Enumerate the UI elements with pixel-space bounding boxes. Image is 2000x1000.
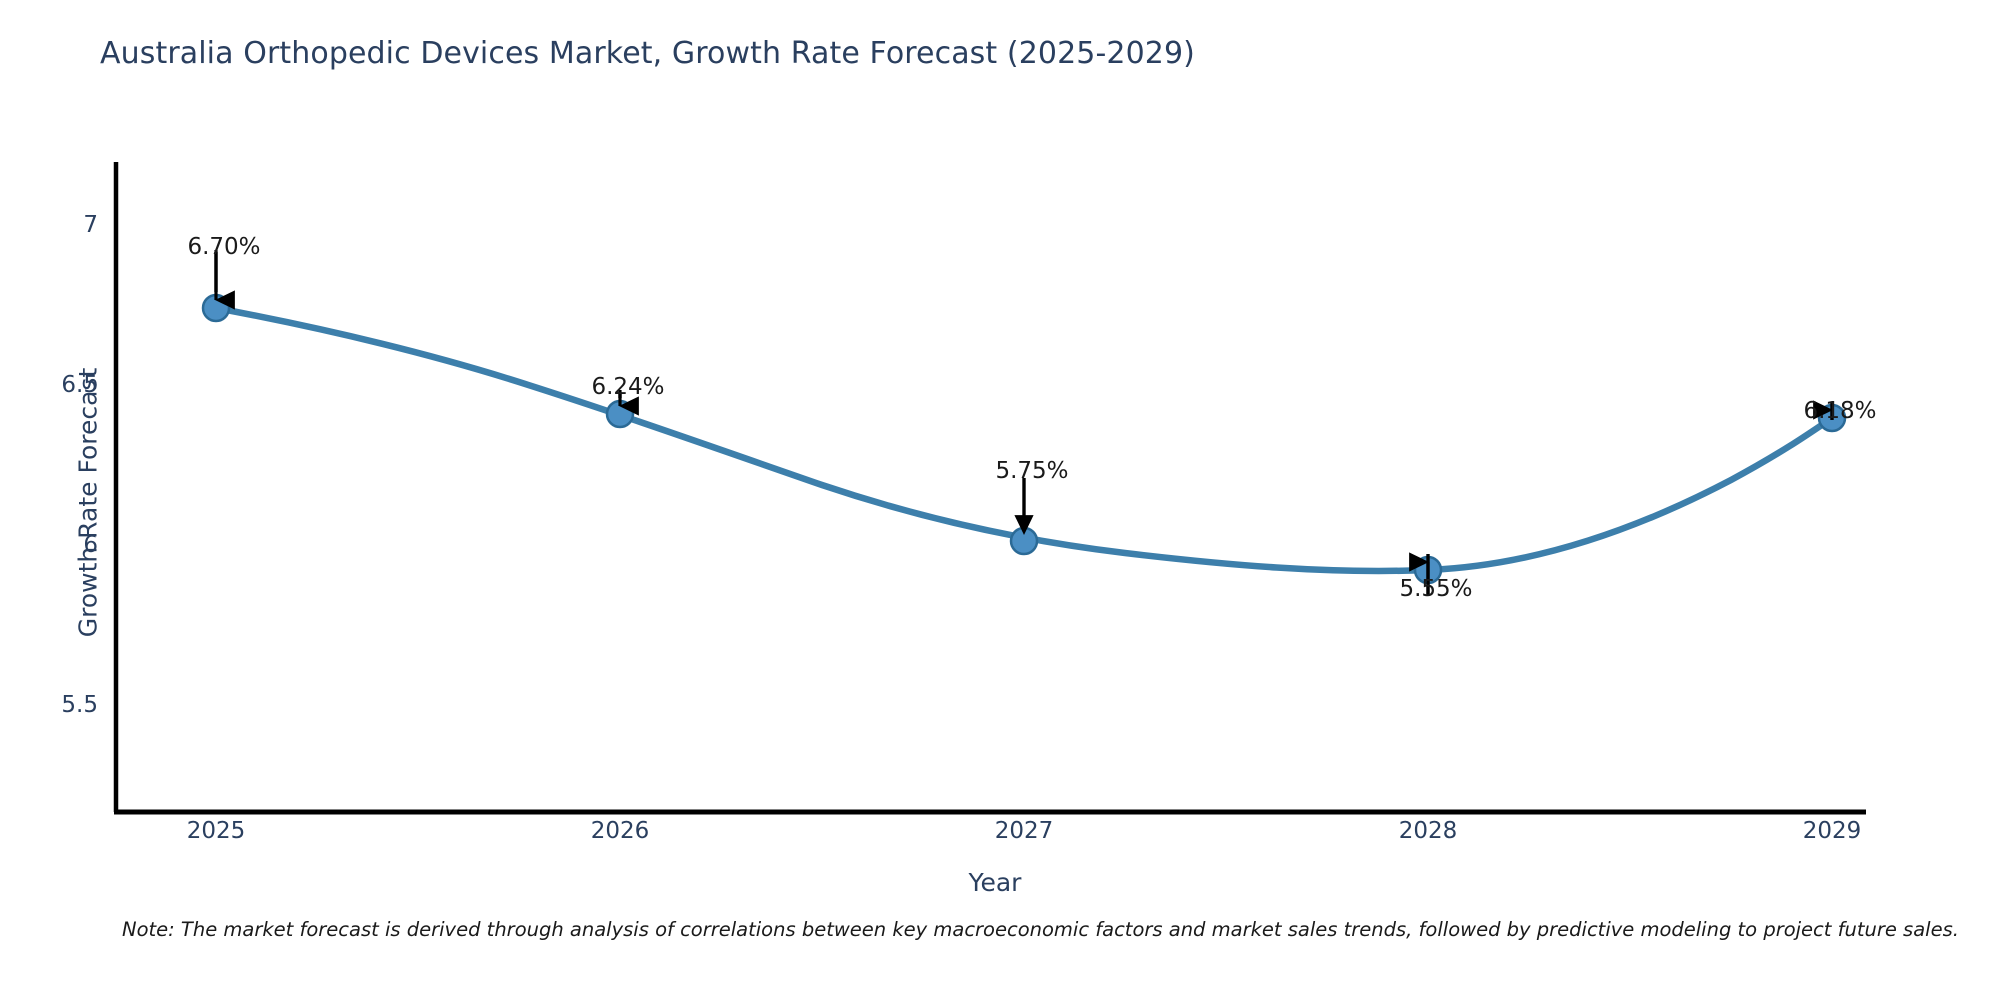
data-point-marker [1009, 526, 1039, 556]
data-series-growth-rate [201, 293, 1847, 585]
data-label-2025: 6.70% [187, 234, 261, 260]
data-label-2026: 6.24% [591, 374, 665, 400]
y-tick-label: 5.5 [61, 692, 98, 718]
chart-note: Note: The market forecast is derived thr… [122, 918, 1959, 941]
data-label-2027: 5.75% [995, 458, 1069, 484]
axis-spines [113, 162, 1866, 815]
x-tick-label-2029: 2029 [1802, 818, 1862, 844]
y-tick-label: 6 [83, 532, 98, 558]
x-tick-label-2028: 2028 [1398, 818, 1458, 844]
data-label-2028: 5.55% [1399, 576, 1473, 602]
x-tick-label-2025: 2025 [186, 818, 246, 844]
data-label-2029: 6.18% [1803, 398, 1877, 424]
y-tick-label: 6.5 [61, 372, 98, 398]
x-tick-label-2027: 2027 [994, 818, 1054, 844]
series-line [212, 304, 1836, 575]
annotation-stems [214, 252, 1834, 596]
x-axis-title: Year [968, 868, 1022, 897]
x-tick-label-2026: 2026 [590, 818, 650, 844]
chart-title: Australia Orthopedic Devices Market, Gro… [100, 36, 1195, 71]
y-tick-label: 7 [83, 212, 98, 238]
